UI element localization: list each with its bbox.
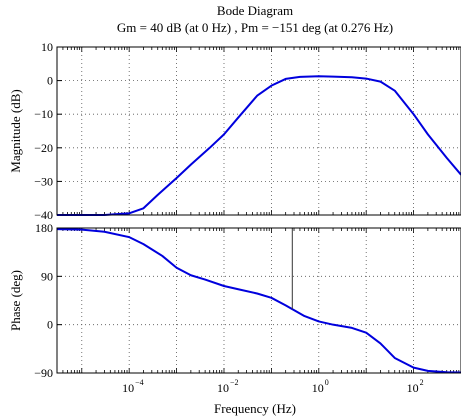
phase-ytick-label-1: 0 <box>47 318 53 332</box>
phase-plot-area <box>57 228 461 373</box>
phase-y-axis-label: Phase (deg) <box>8 270 23 331</box>
magnitude-ytick-label-2: −20 <box>34 141 53 155</box>
magnitude-ytick-label-1: −30 <box>34 174 53 188</box>
magnitude-plot-area <box>57 47 461 215</box>
phase-axes-box <box>56 227 461 374</box>
magnitude-axes-box <box>56 46 461 216</box>
x-tick-label-3: 10 <box>407 381 419 395</box>
phase-ytick-label-0: −90 <box>34 366 53 380</box>
x-tick-label-1: 10 <box>217 381 229 395</box>
magnitude-y-axis-label: Magnitude (dB) <box>8 89 23 172</box>
phase-ytick-label-2: 90 <box>41 269 53 283</box>
x-tick-exponent-3: 2 <box>420 378 424 387</box>
phase-ytick-label-3: 180 <box>35 221 53 235</box>
chart-subtitle: Gm = 40 dB (at 0 Hz) , Pm = −151 deg (at… <box>117 20 393 35</box>
magnitude-curve <box>57 75 461 216</box>
magnitude-ytick-label-4: 0 <box>47 74 53 88</box>
x-axis-label: Frequency (Hz) <box>214 401 296 416</box>
magnitude-ytick-label-5: 10 <box>41 40 53 54</box>
x-tick-label-2: 10 <box>312 381 324 395</box>
magnitude-panel: −40 −30 −20 −10 0 10 Magnitude (dB) <box>8 40 461 222</box>
x-tick-label-0: 10 <box>122 381 134 395</box>
x-tick-exponent-0: −4 <box>135 378 144 387</box>
magnitude-ytick-label-0: −40 <box>34 208 53 222</box>
phase-curve <box>56 228 461 374</box>
x-tick-exponent-2: 0 <box>325 378 329 387</box>
magnitude-ytick-label-3: −10 <box>34 107 53 121</box>
chart-title: Bode Diagram <box>217 3 293 18</box>
x-tick-exponent-1: −2 <box>230 378 239 387</box>
